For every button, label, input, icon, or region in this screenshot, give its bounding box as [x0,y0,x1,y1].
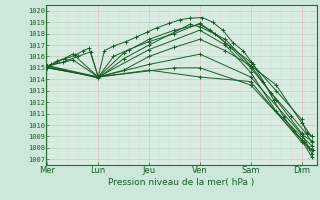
X-axis label: Pression niveau de la mer( hPa ): Pression niveau de la mer( hPa ) [108,178,255,187]
